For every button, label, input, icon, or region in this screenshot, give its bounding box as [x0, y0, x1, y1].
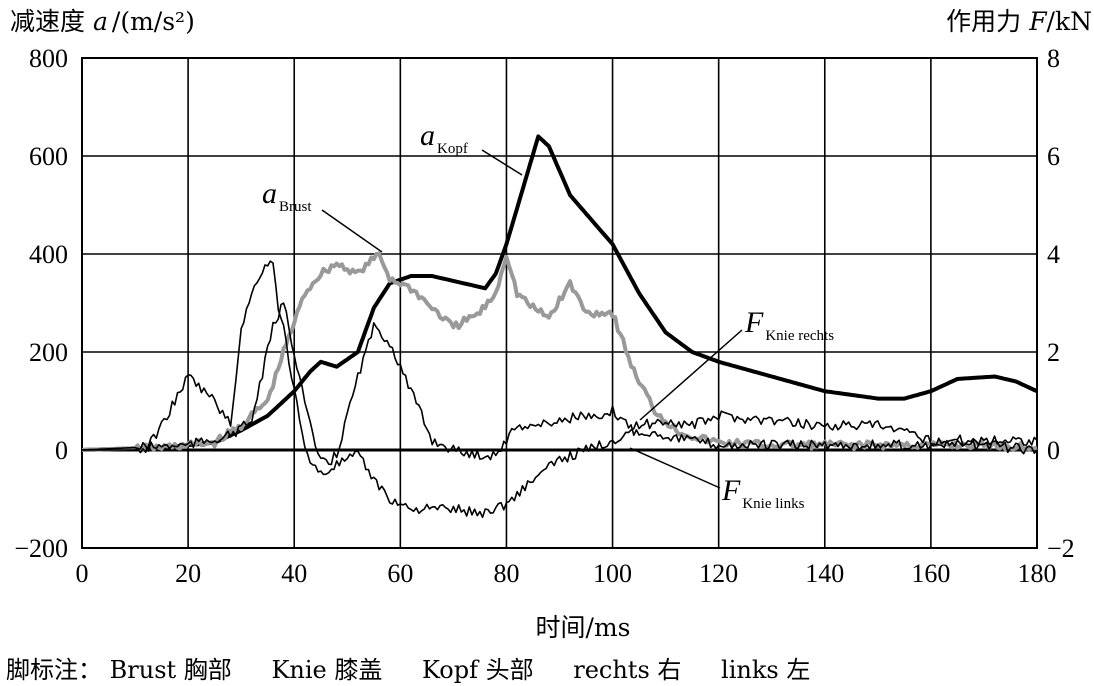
- x-tick-label: 180: [1018, 559, 1057, 588]
- footnote-item-knie: Knie 膝盖: [271, 656, 382, 684]
- plot-frame: [81, 57, 1038, 549]
- y-left-title: 减速度 a/(m/s²): [10, 7, 195, 36]
- series-lines: [81, 134, 1038, 519]
- y-right-tick-label: 8: [1047, 44, 1060, 73]
- leader-line-fknie-rechts: [639, 329, 743, 421]
- x-tick-label: 60: [387, 559, 413, 588]
- annotations: a Kopf a Brust F Knie rechts F Knie links: [262, 119, 834, 512]
- x-tick-label: 140: [805, 559, 844, 588]
- leader-line-fknie-links: [629, 447, 721, 489]
- y-right-tick-label: 6: [1047, 142, 1060, 171]
- x-tick-label: 80: [493, 559, 519, 588]
- y-left-tick-label: 0: [55, 436, 68, 465]
- leader-line-abrust: [321, 209, 383, 253]
- y-left-tick-label: −200: [14, 534, 68, 563]
- x-tick-label: 160: [911, 559, 950, 588]
- y-right-tick-label: 0: [1047, 436, 1060, 465]
- y-right-tick-label: 4: [1047, 240, 1060, 269]
- series-line-akopf: [81, 134, 1038, 452]
- series-line-abrust: [81, 251, 1038, 453]
- footnote-item-kopf: Kopf 头部: [422, 656, 534, 684]
- footnote: 脚标注： Brust 胸部 Knie 膝盖 Kopf 头部 rechts 右 l…: [6, 656, 810, 684]
- x-tick-label: 120: [699, 559, 738, 588]
- footnote-item-brust: Brust 胸部: [110, 656, 232, 684]
- y-left-tick-label: 400: [29, 240, 68, 269]
- series-line-fknie-rechts: [82, 260, 1038, 519]
- y-left-tick-label: 800: [29, 44, 68, 73]
- series-label-fknie-rechts: F Knie rechts: [744, 306, 834, 344]
- y-left-tick-label: 600: [29, 142, 68, 171]
- footnote-prefix: 脚标注：: [6, 656, 102, 684]
- footnote-item-links: links 左: [721, 656, 810, 684]
- x-tick-label: 0: [76, 559, 89, 588]
- y-left-tick-label: 200: [29, 338, 68, 367]
- tick-labels: 0 20 40 60 80 100 120 140 160 1808006004002000−20…: [14, 44, 1074, 588]
- y-right-title: 作用力 F/kN: [946, 7, 1092, 36]
- footnote-item-rechts: rechts 右: [573, 656, 681, 684]
- x-tick-label: 100: [593, 559, 632, 588]
- y-right-tick-label: 2: [1047, 338, 1060, 367]
- series-label-abrust: a Brust: [262, 177, 312, 215]
- series-line-fknie-links: [81, 302, 1038, 466]
- leader-line-akopf: [481, 149, 523, 176]
- series-label-akopf: a Kopf: [420, 119, 468, 157]
- plot-border: [81, 57, 1038, 549]
- series-label-fknie-links: F Knie links: [721, 474, 805, 512]
- x-tick-label: 40: [281, 559, 307, 588]
- y-right-tick-label: −2: [1047, 534, 1075, 563]
- x-title: 时间/ms: [536, 613, 631, 642]
- x-tick-label: 20: [175, 559, 201, 588]
